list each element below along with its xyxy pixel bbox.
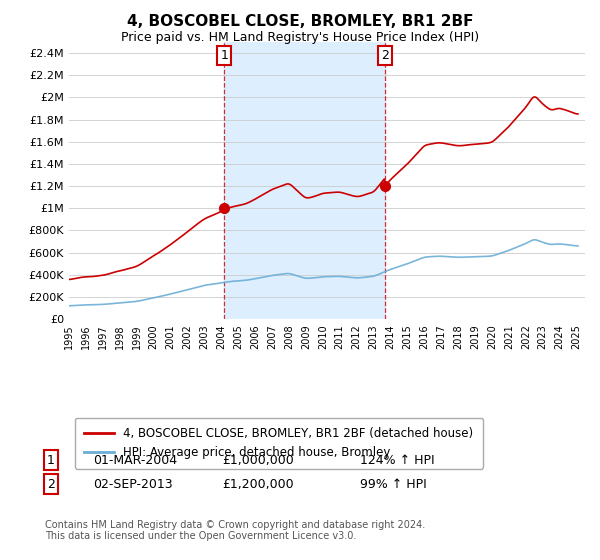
Text: 2: 2 (381, 49, 389, 62)
Legend: 4, BOSCOBEL CLOSE, BROMLEY, BR1 2BF (detached house), HPI: Average price, detach: 4, BOSCOBEL CLOSE, BROMLEY, BR1 2BF (det… (75, 418, 483, 469)
Text: 2: 2 (47, 478, 55, 491)
Text: Price paid vs. HM Land Registry's House Price Index (HPI): Price paid vs. HM Land Registry's House … (121, 31, 479, 44)
Text: 4, BOSCOBEL CLOSE, BROMLEY, BR1 2BF: 4, BOSCOBEL CLOSE, BROMLEY, BR1 2BF (127, 14, 473, 29)
Text: 02-SEP-2013: 02-SEP-2013 (93, 478, 173, 491)
Text: 1: 1 (220, 49, 228, 62)
Text: 01-MAR-2004: 01-MAR-2004 (93, 454, 177, 467)
Text: £1,200,000: £1,200,000 (222, 478, 293, 491)
Text: 124% ↑ HPI: 124% ↑ HPI (360, 454, 434, 467)
Text: £1,000,000: £1,000,000 (222, 454, 294, 467)
Text: 99% ↑ HPI: 99% ↑ HPI (360, 478, 427, 491)
Text: Contains HM Land Registry data © Crown copyright and database right 2024.
This d: Contains HM Land Registry data © Crown c… (45, 520, 425, 542)
Bar (224, 42, 385, 319)
Text: 1: 1 (47, 454, 55, 467)
